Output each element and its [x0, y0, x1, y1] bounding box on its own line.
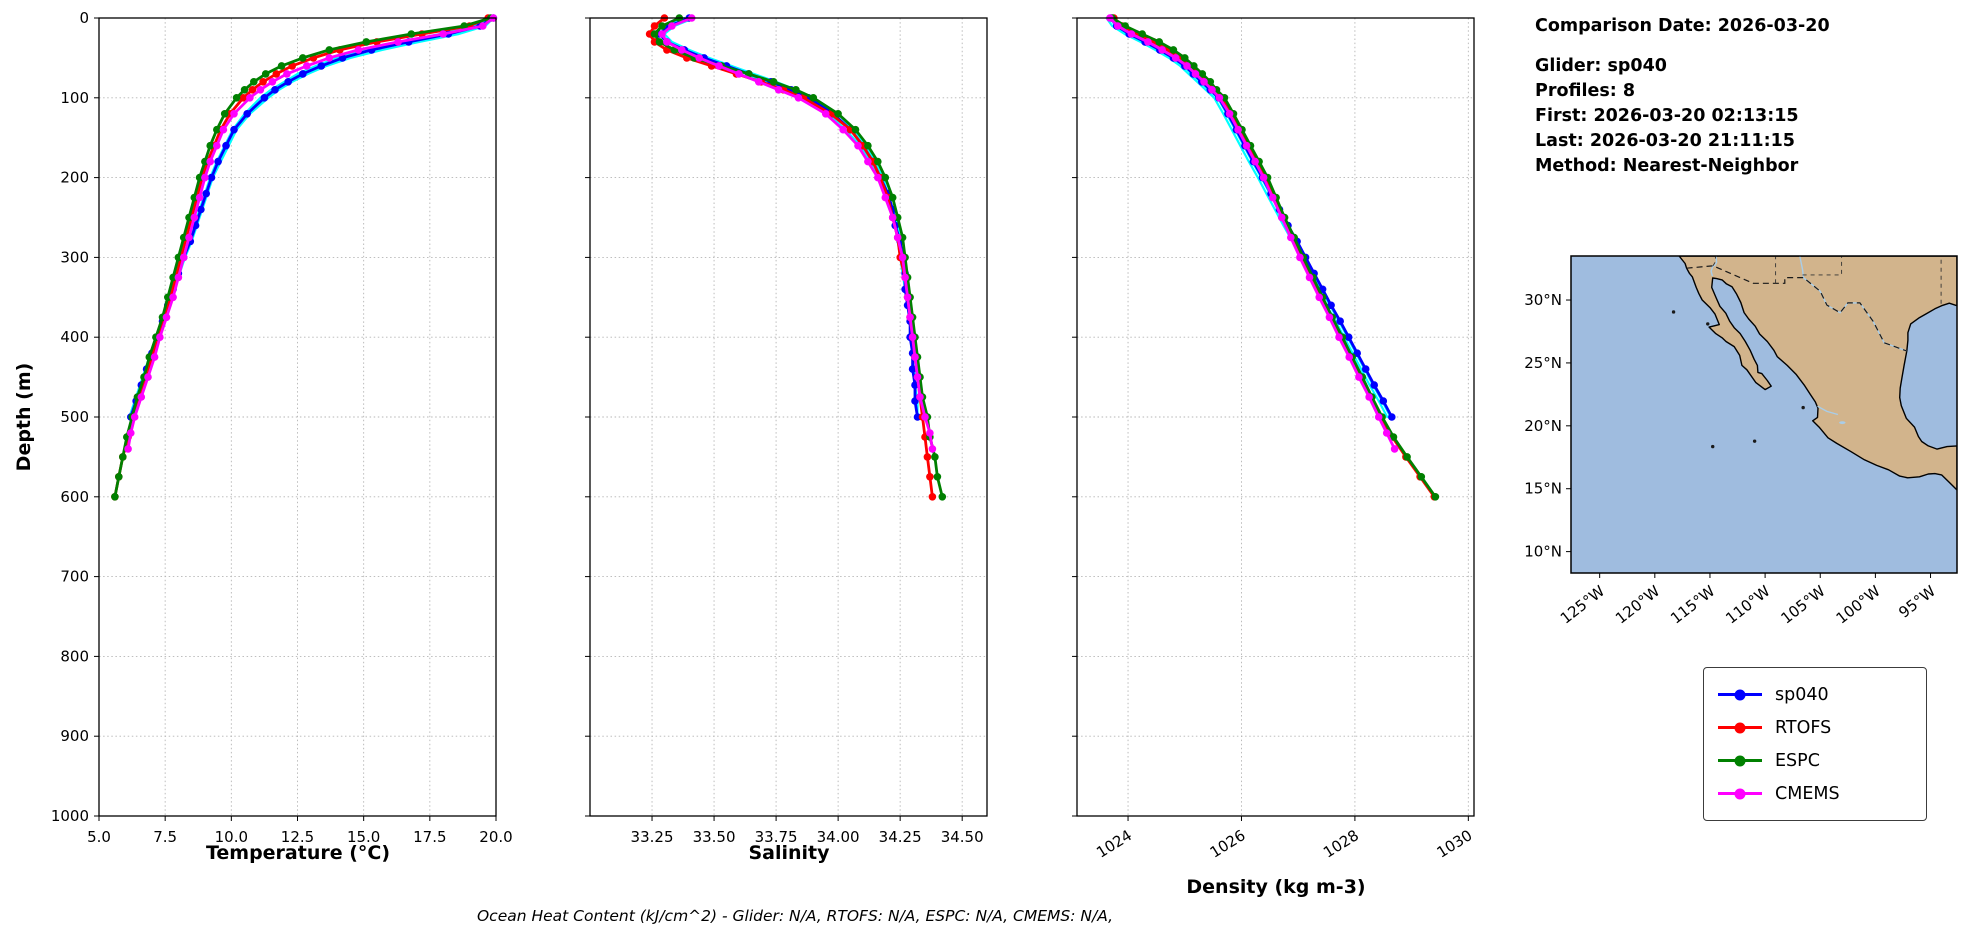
ocean-heat-content-caption: Ocean Heat Content (kJ/cm^2) - Glider: N…	[476, 907, 1114, 925]
svg-text:500: 500	[60, 408, 89, 426]
legend-line-cmems	[1718, 788, 1762, 799]
map-island	[1706, 322, 1710, 326]
series-glider-raw	[1105, 16, 1389, 419]
svg-text:20°N: 20°N	[1524, 417, 1562, 435]
info-panel: Comparison Date: 2026-03-20 Glider: sp04…	[1535, 14, 1830, 179]
svg-text:30°N: 30°N	[1524, 291, 1562, 309]
svg-text:34.25: 34.25	[879, 828, 922, 846]
series-CMEMS	[1108, 16, 1396, 451]
svg-text:110°W: 110°W	[1722, 582, 1773, 628]
svg-text:5.0: 5.0	[87, 828, 111, 846]
svg-text:10°N: 10°N	[1524, 543, 1562, 561]
legend-line-sp040	[1718, 689, 1762, 700]
svg-text:900: 900	[60, 727, 89, 745]
svg-text:15.0: 15.0	[347, 828, 380, 846]
series-sp040	[129, 16, 495, 419]
series-glider-raw	[663, 16, 919, 419]
svg-text:7.5: 7.5	[153, 828, 177, 846]
svg-text:95°W: 95°W	[1895, 582, 1939, 622]
svg-text:120°W: 120°W	[1612, 582, 1663, 628]
temperature-axis-label: Temperature (°C)	[205, 842, 391, 864]
map-island	[1801, 405, 1805, 410]
series-glider-raw-2	[658, 16, 919, 419]
last-profile-time: Last: 2026-03-20 21:11:15	[1535, 131, 1795, 151]
map-island	[1752, 439, 1757, 443]
density-axis-label: Density (kg m-3)	[1186, 876, 1366, 898]
legend: sp040 RTOFS ESPC CMEMS	[1703, 667, 1927, 821]
svg-text:12.5: 12.5	[281, 828, 314, 846]
profiles-count: Profiles: 8	[1535, 81, 1636, 101]
svg-text:33.75: 33.75	[755, 828, 798, 846]
salinity-profile-chart: 33.25 33.50 33.75 34.00 34.25 34.50	[585, 14, 988, 846]
svg-text:10.0: 10.0	[215, 828, 248, 846]
legend-marker-cmems	[1734, 788, 1746, 799]
method: Method: Nearest-Neighbor	[1535, 156, 1799, 176]
map-state-line	[1802, 256, 1843, 276]
svg-text:0: 0	[79, 9, 89, 27]
svg-text:200: 200	[60, 169, 89, 187]
map-lake	[1839, 421, 1846, 425]
legend-label-cmems: CMEMS	[1775, 783, 1840, 804]
svg-text:700: 700	[60, 568, 89, 586]
svg-text:100: 100	[60, 89, 89, 107]
svg-text:33.50: 33.50	[693, 828, 736, 846]
legend-item-sp040: sp040	[1718, 678, 1912, 711]
svg-text:15°N: 15°N	[1524, 480, 1562, 498]
map-state-line	[1712, 256, 1717, 267]
legend-marker-rtofs	[1734, 722, 1746, 733]
map-island	[1711, 444, 1715, 449]
map-island	[1671, 310, 1676, 314]
svg-text:34.50: 34.50	[941, 828, 984, 846]
density-profile-chart: 1024 1026 1028 1030	[1072, 14, 1476, 862]
svg-text:34.00: 34.00	[817, 828, 860, 846]
legend-item-rtofs: RTOFS	[1718, 711, 1912, 744]
svg-text:400: 400	[60, 328, 89, 346]
svg-text:105°W: 105°W	[1777, 582, 1828, 628]
svg-text:1030: 1030	[1434, 826, 1476, 862]
legend-line-rtofs	[1718, 722, 1762, 733]
legend-marker-sp040	[1734, 689, 1746, 700]
comparison-date: Comparison Date: 2026-03-20	[1535, 16, 1830, 36]
map-country-border	[1686, 265, 1908, 352]
svg-text:1000: 1000	[51, 807, 89, 825]
svg-text:33.25: 33.25	[631, 828, 674, 846]
svg-text:1028: 1028	[1320, 826, 1362, 862]
salinity-axis-label: Salinity	[748, 842, 830, 864]
map-river	[1817, 405, 1839, 416]
legend-line-espc	[1718, 755, 1762, 766]
svg-text:1024: 1024	[1093, 826, 1135, 862]
svg-text:20.0: 20.0	[479, 828, 512, 846]
svg-text:115°W: 115°W	[1667, 582, 1718, 628]
series-glider-raw-2	[128, 16, 492, 419]
svg-text:1026: 1026	[1207, 826, 1249, 862]
location-map: 30°N 25°N 20°N 15°N 10°N 125°W 120°W 115°W 110°W…	[1524, 255, 1958, 628]
legend-item-cmems: CMEMS	[1718, 777, 1912, 810]
svg-text:25°N: 25°N	[1524, 354, 1562, 372]
series-ESPC	[113, 16, 493, 499]
map-frame	[1570, 255, 1958, 574]
series-CMEMS	[660, 16, 934, 451]
svg-text:100°W: 100°W	[1833, 582, 1884, 628]
svg-text:125°W: 125°W	[1557, 582, 1608, 628]
series-CMEMS	[126, 16, 495, 451]
first-profile-time: First: 2026-03-20 02:13:15	[1535, 106, 1799, 126]
svg-text:600: 600	[60, 488, 89, 506]
map-land	[1678, 256, 1957, 491]
legend-label-sp040: sp040	[1775, 684, 1829, 705]
y-axis-label: Depth (m)	[13, 362, 35, 472]
svg-text:800: 800	[60, 647, 89, 665]
series-sp040	[658, 16, 919, 419]
legend-item-espc: ESPC	[1718, 744, 1912, 777]
legend-label-rtofs: RTOFS	[1775, 717, 1832, 738]
glider-name: Glider: sp040	[1535, 56, 1667, 76]
legend-label-espc: ESPC	[1775, 750, 1820, 771]
map-river	[1710, 256, 1718, 277]
temperature-profile-chart: 0 100 200 300 400 500 600 700 800 900 1000 5.0 7.5 10…	[51, 9, 513, 846]
svg-text:17.5: 17.5	[413, 828, 446, 846]
svg-text:300: 300	[60, 248, 89, 266]
profile-charts: 0 100 200 300 400 500 600 700 800 900 1000 5.0 7.5 10…	[51, 9, 1476, 862]
legend-marker-espc	[1734, 755, 1746, 766]
